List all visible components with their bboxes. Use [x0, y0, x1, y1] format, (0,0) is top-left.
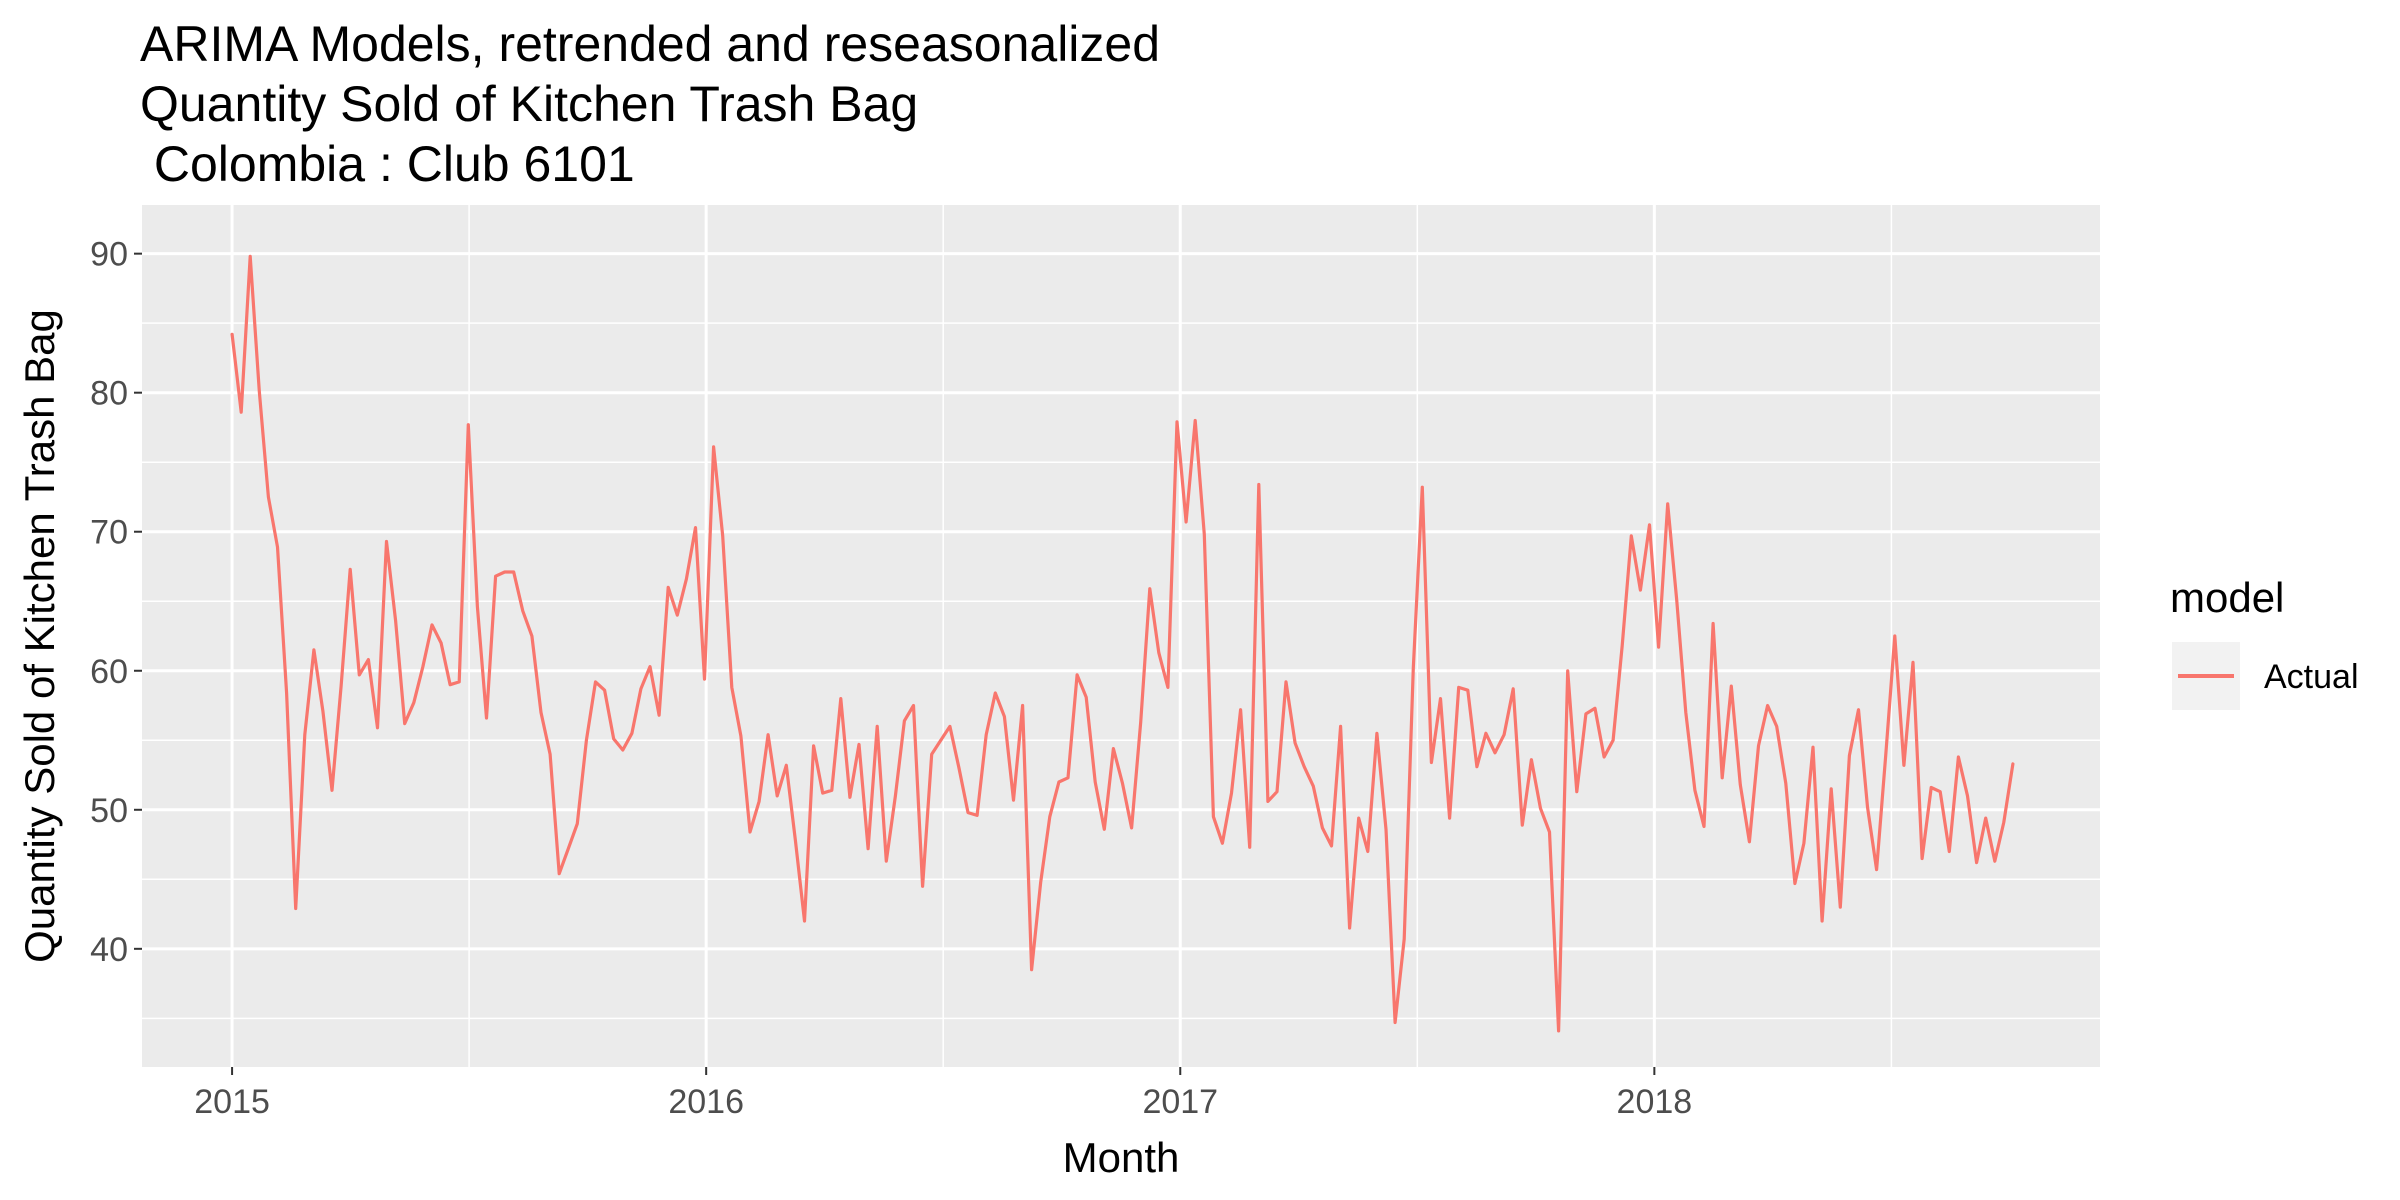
chart-title: ARIMA Models, retrended and reseasonaliz…	[140, 14, 1160, 194]
y-tick-label: 60	[90, 653, 128, 691]
y-tick-label: 90	[90, 236, 128, 274]
y-tick-label: 70	[90, 514, 128, 552]
series-line-actual	[230, 254, 2015, 1033]
series-layer	[230, 254, 2015, 1033]
plot-panel	[142, 205, 2100, 1067]
x-tick-label: 2015	[194, 1083, 270, 1121]
x-axis-title: Month	[1063, 1134, 1180, 1181]
y-tick-label: 40	[90, 931, 128, 969]
chart-title-line-1: ARIMA Models, retrended and reseasonaliz…	[140, 16, 1161, 72]
legend-label-actual: Actual	[2264, 658, 2359, 696]
chart-title-line-3: Colombia : Club 6101	[140, 136, 635, 192]
minor-gridlines	[142, 205, 2100, 1067]
x-tick-label: 2016	[668, 1083, 744, 1121]
x-axis: 2015 2016 2017 2018	[194, 1067, 1692, 1121]
y-tick-label: 80	[90, 375, 128, 413]
x-tick-label: 2018	[1617, 1083, 1693, 1121]
y-axis: 40 50 60 70 80 90	[90, 236, 142, 969]
chart-title-line-2: Quantity Sold of Kitchen Trash Bag	[140, 76, 919, 132]
legend-title: model	[2170, 574, 2284, 621]
y-tick-label: 50	[90, 792, 128, 830]
legend: model Actual	[2170, 574, 2359, 710]
y-axis-title: Quantity Sold of Kitchen Trash Bag	[16, 309, 63, 963]
x-tick-label: 2017	[1142, 1083, 1218, 1121]
